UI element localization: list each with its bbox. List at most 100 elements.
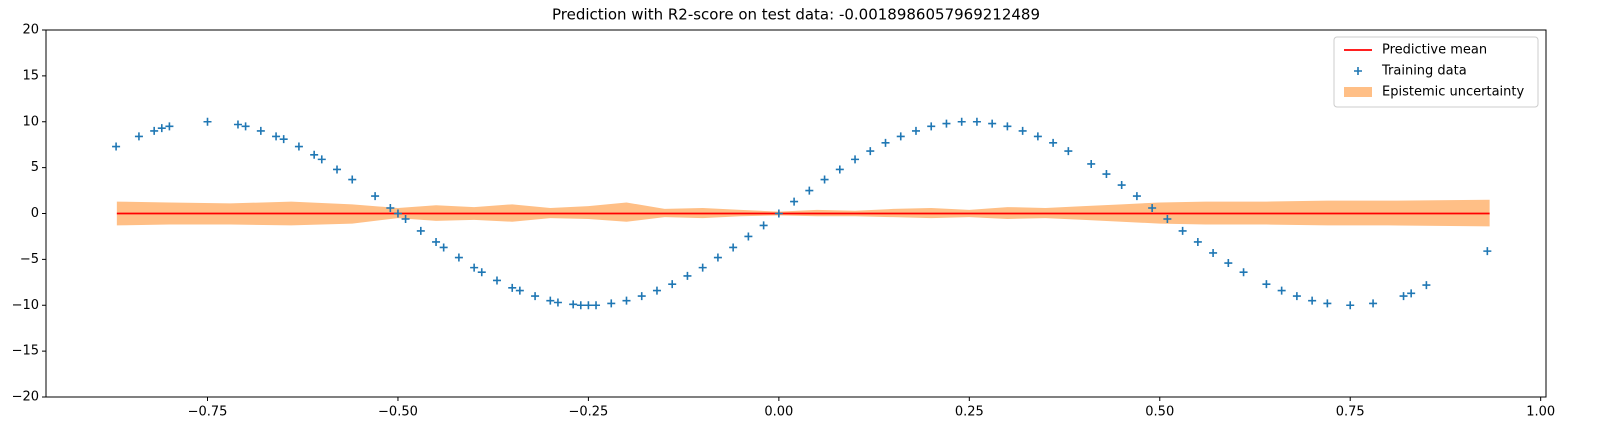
- training-point: [1209, 248, 1218, 257]
- training-point: [203, 117, 212, 126]
- training-point: [508, 283, 517, 292]
- y-tick-label: −15: [12, 344, 39, 359]
- training-point: [652, 286, 661, 295]
- training-point: [1224, 259, 1233, 268]
- training-point: [1018, 126, 1027, 135]
- legend-label: Epistemic uncertainty: [1382, 85, 1524, 100]
- x-tick-label: −0.75: [188, 405, 228, 420]
- training-point: [729, 243, 738, 252]
- training-point: [233, 120, 242, 129]
- training-point: [1308, 296, 1317, 305]
- training-point: [957, 117, 966, 126]
- y-tick-label: −10: [12, 298, 39, 313]
- x-tick-label: 1.00: [1526, 405, 1555, 420]
- training-point: [439, 243, 448, 252]
- training-point: [744, 232, 753, 241]
- y-tick-label: −20: [12, 390, 39, 405]
- training-point: [820, 175, 829, 184]
- training-point: [454, 253, 463, 262]
- training-point: [477, 268, 486, 277]
- chart-title: Prediction with R2-score on test data: -…: [552, 6, 1040, 24]
- training-point: [393, 209, 402, 218]
- training-point: [317, 155, 326, 164]
- training-point: [790, 197, 799, 206]
- training-point: [713, 253, 722, 262]
- training-point: [683, 271, 692, 280]
- x-tick-label: 0.50: [1145, 405, 1174, 420]
- training-point: [1483, 247, 1492, 256]
- training-point: [1064, 147, 1073, 156]
- training-point: [1277, 286, 1286, 295]
- training-point: [333, 165, 342, 174]
- training-point: [157, 124, 166, 133]
- training-point: [1117, 181, 1126, 190]
- training-point: [1399, 292, 1408, 301]
- training-point: [279, 135, 288, 144]
- training-point: [972, 117, 981, 126]
- training-point: [607, 299, 616, 308]
- training-point: [896, 132, 905, 141]
- legend-label: Predictive mean: [1382, 43, 1487, 58]
- training-point: [432, 237, 441, 246]
- training-point: [911, 126, 920, 135]
- training-point: [294, 142, 303, 151]
- training-point: [851, 155, 860, 164]
- training-point: [637, 292, 646, 301]
- training-point: [241, 122, 250, 131]
- training-point: [1003, 122, 1012, 131]
- training-point: [546, 296, 555, 305]
- training-point: [1292, 292, 1301, 301]
- x-tick-label: 0.75: [1336, 405, 1365, 420]
- training-point: [553, 298, 562, 307]
- training-point: [1087, 159, 1096, 168]
- training-point: [866, 147, 875, 156]
- training-point: [988, 119, 997, 128]
- training-point: [272, 132, 281, 141]
- training-point: [592, 301, 601, 310]
- training-point: [470, 263, 479, 272]
- legend-swatch: [1344, 87, 1372, 97]
- training-point: [1262, 280, 1271, 289]
- legend-label: Training data: [1381, 64, 1467, 79]
- training-point: [1407, 289, 1416, 298]
- training-point: [569, 300, 578, 309]
- y-tick-label: 5: [31, 160, 39, 175]
- training-point: [165, 122, 174, 131]
- training-point: [1132, 192, 1141, 201]
- training-point: [256, 126, 265, 135]
- training-point: [1239, 268, 1248, 277]
- training-point: [1178, 226, 1187, 235]
- training-point: [698, 263, 707, 272]
- training-point: [1422, 281, 1431, 290]
- training-point: [371, 192, 380, 201]
- legend: Predictive mean Training data Epistemic un…: [1333, 36, 1539, 108]
- training-point: [1193, 237, 1202, 246]
- training-point: [1323, 299, 1332, 308]
- training-point: [1163, 215, 1172, 224]
- x-tick-label: 0.25: [955, 405, 984, 420]
- training-point: [805, 186, 814, 195]
- training-point: [492, 276, 501, 285]
- training-point: [1102, 170, 1111, 179]
- training-point: [401, 215, 410, 224]
- training-point: [835, 165, 844, 174]
- training-point: [416, 226, 425, 235]
- training-point: [1033, 132, 1042, 141]
- training-point: [927, 122, 936, 131]
- training-point: [531, 292, 540, 301]
- training-point: [386, 203, 395, 212]
- x-tick-label: −0.50: [378, 405, 418, 420]
- training-point: [134, 132, 143, 141]
- training-point: [310, 150, 319, 159]
- y-tick-label: 20: [22, 23, 39, 38]
- y-tick-label: 0: [31, 206, 39, 221]
- training-point: [1346, 301, 1355, 310]
- training-point: [584, 301, 593, 310]
- training-point: [759, 221, 768, 230]
- training-point: [112, 142, 121, 151]
- x-tick-label: 0.00: [764, 405, 793, 420]
- training-point: [942, 119, 951, 128]
- training-point: [150, 126, 159, 135]
- legend-box: [1333, 36, 1539, 108]
